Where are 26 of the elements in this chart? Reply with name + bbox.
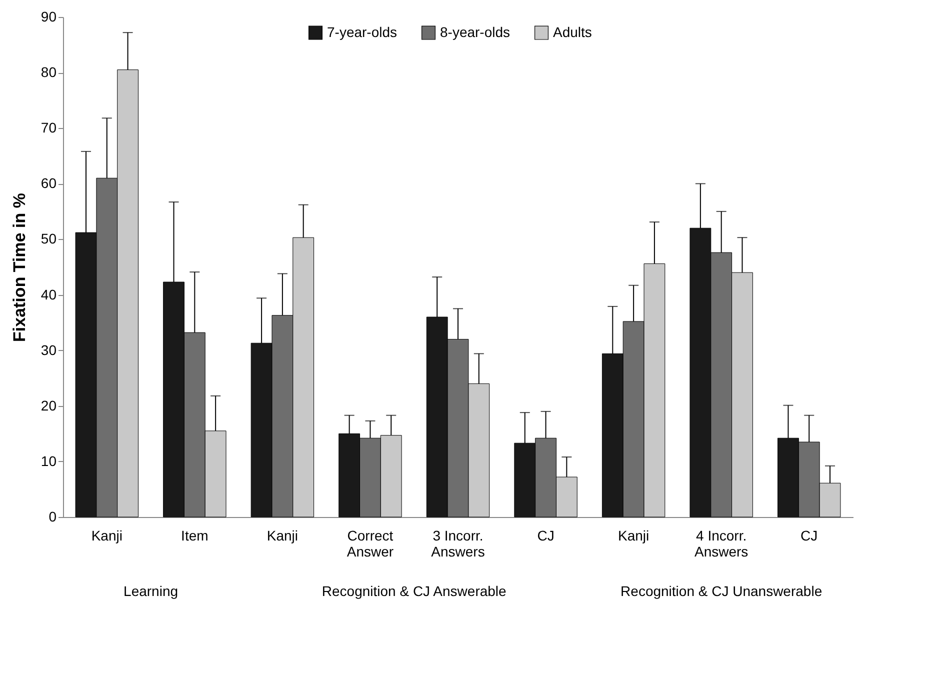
x-tick-label: Kanji bbox=[618, 528, 650, 544]
x-tick-label: CJ bbox=[537, 528, 554, 544]
x-tick-label: Kanji bbox=[266, 528, 298, 544]
legend-label: Adults bbox=[553, 24, 592, 40]
y-tick-label: 0 bbox=[48, 508, 57, 524]
y-tick-label: 80 bbox=[40, 64, 57, 80]
x-tick-label: Kanji bbox=[91, 528, 122, 544]
y-tick-label: 70 bbox=[40, 120, 57, 136]
y-tick-label: 60 bbox=[40, 175, 57, 192]
y-tick-label: 90 bbox=[40, 8, 57, 24]
text: Learning bbox=[124, 583, 178, 599]
legend-label: 7-year-olds bbox=[327, 24, 398, 40]
x-tick-label: Correct Answer bbox=[346, 528, 394, 560]
x-tick-label: CJ bbox=[800, 528, 818, 544]
y-tick-label: 10 bbox=[40, 452, 57, 469]
text: Recognition & CJ Answerable bbox=[322, 583, 507, 599]
x-tick-label: Item bbox=[181, 528, 208, 544]
x-tick-label: 3 Incorr. Answers bbox=[431, 528, 485, 560]
y-tick-label: 50 bbox=[40, 230, 57, 247]
text: Recognition & CJ Unanswerable bbox=[620, 583, 822, 599]
y-tick-label: 40 bbox=[40, 286, 57, 302]
y-tick-label: 20 bbox=[40, 397, 57, 414]
y-axis-title: Fixation Time in % bbox=[10, 193, 29, 342]
y-tick-label: 30 bbox=[40, 342, 57, 358]
x-tick-label: 4 Incorr. Answers bbox=[694, 528, 748, 560]
legend-label: 8-year-olds bbox=[440, 24, 510, 40]
